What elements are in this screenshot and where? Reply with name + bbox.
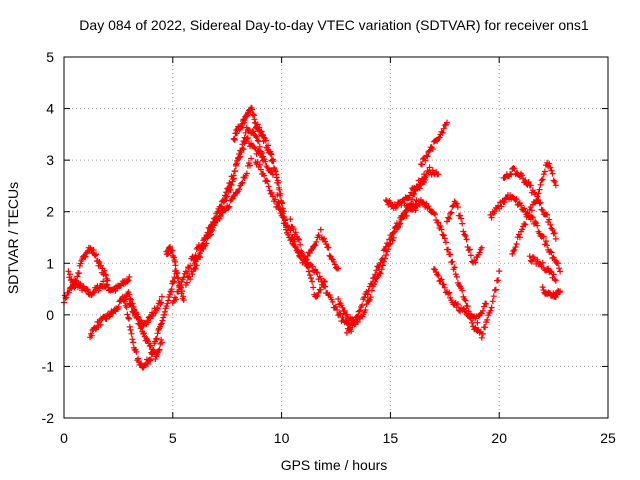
series-arc-22 xyxy=(500,165,559,242)
series-arc-9 xyxy=(191,135,268,267)
series-arc-13 xyxy=(287,216,329,300)
series-arc-18 xyxy=(409,196,503,341)
y-axis-label: SDTVAR / TECUs xyxy=(5,182,21,294)
tick-labels: 0 5 10 15 20 25 -2 -1 0 1 2 3 4 5 xyxy=(42,49,616,446)
chart-title: Day 084 of 2022, Sidereal Day-to-day VTE… xyxy=(79,17,589,33)
series-arc-24 xyxy=(526,253,559,284)
data-points xyxy=(61,104,564,371)
series-arc-23 xyxy=(509,159,559,257)
y-tick-label: 0 xyxy=(46,307,54,323)
plot-frame xyxy=(63,56,609,419)
series-arc-16 xyxy=(383,164,442,212)
y-tick-label: 2 xyxy=(46,204,54,220)
x-tick-label: 20 xyxy=(491,430,507,446)
series-arc-4 xyxy=(121,268,178,371)
x-axis-label: GPS time / hours xyxy=(281,457,388,473)
series-arc-11 xyxy=(252,158,355,335)
y-tick-label: 3 xyxy=(46,152,54,168)
y-tick-label: 1 xyxy=(46,255,54,271)
x-tick-label: 15 xyxy=(383,430,399,446)
series-arc-10 xyxy=(230,104,289,233)
y-tick-label: -2 xyxy=(42,410,55,426)
x-tick-label: 25 xyxy=(600,430,616,446)
y-tick-label: 5 xyxy=(46,49,54,65)
series-arc-17 xyxy=(417,119,450,168)
series-arc-5 xyxy=(126,293,165,329)
y-tick-label: 4 xyxy=(46,101,54,117)
y-tick-label: -1 xyxy=(42,358,55,374)
series-arc-19 xyxy=(430,266,490,326)
series-arc-14 xyxy=(335,197,420,327)
x-tick-label: 5 xyxy=(169,430,177,446)
series-arc-3 xyxy=(87,289,165,362)
x-tick-label: 0 xyxy=(60,430,68,446)
series-arc-25 xyxy=(539,284,564,301)
series-arc-20 xyxy=(444,198,485,266)
x-tick-label: 10 xyxy=(274,430,290,446)
series-arc-2 xyxy=(65,244,111,289)
